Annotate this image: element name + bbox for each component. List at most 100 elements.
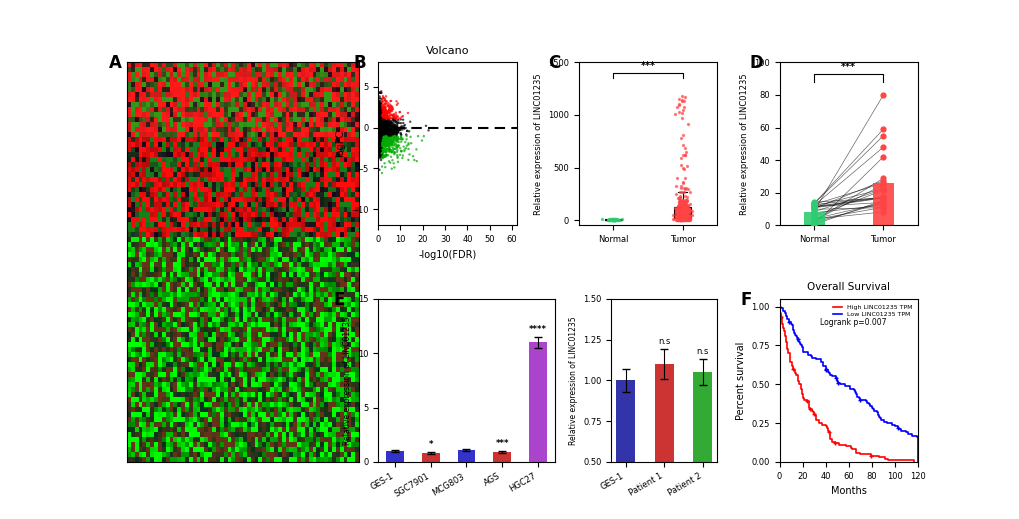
Point <box>377 108 393 117</box>
Point <box>371 133 387 141</box>
Point <box>373 132 389 141</box>
Point <box>377 138 393 146</box>
Point <box>370 138 386 146</box>
Point <box>675 213 691 221</box>
Point <box>374 141 390 149</box>
Point <box>671 215 687 223</box>
Point <box>376 140 392 148</box>
Point <box>371 137 387 145</box>
Point <box>374 119 390 128</box>
Point <box>382 140 398 148</box>
Point <box>370 101 386 110</box>
Point <box>669 215 686 223</box>
Point <box>372 132 388 141</box>
Point <box>805 215 821 223</box>
Point <box>375 119 391 128</box>
Point <box>671 208 687 216</box>
Point <box>372 136 388 144</box>
Point <box>676 151 692 159</box>
Point <box>388 127 405 135</box>
Point <box>371 122 387 130</box>
Point <box>385 121 401 130</box>
Point <box>674 213 690 222</box>
Point <box>381 122 397 131</box>
Point <box>805 208 821 216</box>
Point <box>371 126 387 134</box>
Point <box>371 130 387 139</box>
Point <box>371 127 387 135</box>
Point <box>675 201 691 209</box>
Point <box>377 110 393 118</box>
Point <box>374 118 390 127</box>
Point <box>674 151 690 159</box>
Point <box>373 110 389 118</box>
Point <box>377 118 393 127</box>
Point <box>374 113 390 121</box>
Point <box>373 118 389 127</box>
Point <box>377 147 393 156</box>
Point <box>375 109 391 117</box>
Point <box>679 215 695 224</box>
Point <box>379 113 395 121</box>
Point <box>674 179 690 187</box>
Point <box>370 120 386 129</box>
Point <box>371 120 387 129</box>
Point <box>388 120 405 129</box>
Point <box>371 112 387 120</box>
Point <box>606 215 623 224</box>
Point <box>374 135 390 144</box>
Point <box>371 127 387 135</box>
Point <box>674 188 690 197</box>
Point <box>675 213 691 222</box>
Point <box>371 134 387 142</box>
Point <box>805 203 821 211</box>
Point <box>372 117 388 126</box>
Point <box>377 119 393 128</box>
Point <box>372 146 388 155</box>
Point <box>385 136 401 145</box>
Point <box>381 112 397 120</box>
Point <box>667 209 684 217</box>
Point <box>370 125 386 133</box>
Point <box>672 211 688 220</box>
Point <box>672 210 688 218</box>
Point <box>384 137 400 145</box>
Point <box>370 125 386 133</box>
Point <box>381 139 397 147</box>
Point <box>371 127 387 135</box>
Point <box>375 98 391 106</box>
Point <box>371 117 387 126</box>
Point <box>370 115 386 124</box>
Point <box>380 122 396 130</box>
Point <box>373 126 389 134</box>
Point <box>374 129 390 138</box>
Point <box>372 118 388 127</box>
Point <box>677 201 693 210</box>
Point <box>383 134 399 143</box>
Point <box>372 119 388 128</box>
Point <box>370 116 386 124</box>
Point <box>374 141 390 149</box>
Point <box>375 119 391 128</box>
Point <box>385 113 401 121</box>
Point <box>386 121 403 129</box>
Point <box>372 129 388 137</box>
Point <box>373 120 389 128</box>
Point <box>382 139 398 147</box>
Point <box>380 144 396 153</box>
Point <box>379 118 395 127</box>
Point <box>375 114 391 122</box>
Point <box>370 117 386 125</box>
Point <box>380 123 396 131</box>
Point <box>370 136 386 144</box>
Point <box>380 151 396 159</box>
Point <box>372 125 388 133</box>
Point <box>373 125 389 133</box>
Point <box>675 196 691 204</box>
Point <box>372 136 388 144</box>
Point <box>377 126 393 134</box>
Point <box>372 117 388 126</box>
Point <box>673 210 689 218</box>
Point <box>378 140 394 148</box>
Point <box>379 117 395 126</box>
